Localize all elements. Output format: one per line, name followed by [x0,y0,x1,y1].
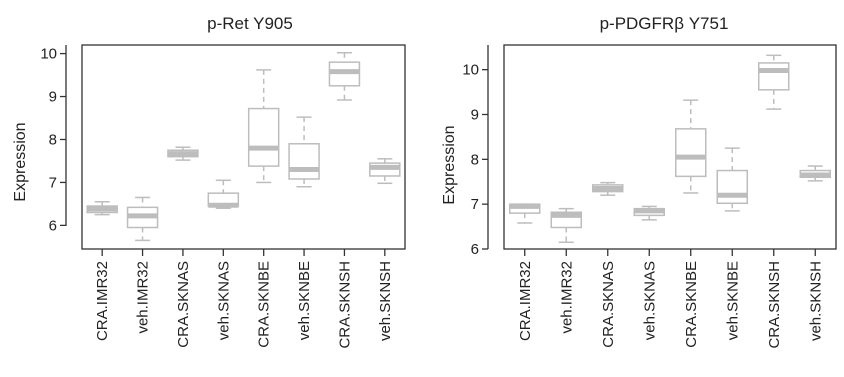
box-veh.SKNAS [633,205,665,221]
plot-frame [81,44,406,250]
iqr-box [716,169,748,205]
y-tick-label: 6 [471,241,479,258]
box-plot-p-pdgfrb: p-PDGFRβ Y751 Expression 6 7 8 9 10 CRA.IMR32… [441,14,837,349]
box-CRA.IMR32 [86,201,118,216]
y-tick-label: 6 [49,217,57,234]
y-tick-label: 9 [49,89,57,106]
box-CRA.SKNBE [247,69,280,184]
x-tick-label: CRA.SKNAS [175,261,192,348]
chart-title: p-PDGFRβ Y751 [600,14,729,33]
iqr-box [675,128,707,178]
x-tick-label: CRA.SKNSH [766,261,783,349]
y-tick-label: 10 [462,62,479,79]
x-tick-label: veh.SKNSH [377,261,394,341]
box-veh.SKNBE [716,147,748,212]
box-CRA.SKNAS [167,146,199,161]
x-tick-label: veh.SKNBE [296,261,313,340]
x-tick-label: veh.SKNAS [641,261,658,340]
box-CRA.SKNSH [758,54,790,110]
x-tick-label: veh.SKNBE [724,261,741,340]
plot-frame [503,44,837,250]
x-tick-label: veh.IMR32 [135,261,152,334]
x-tick-label: CRA.SKNAS [600,261,617,348]
x-tick-label: veh.SKNSH [807,261,824,341]
y-tick-label: 9 [471,106,479,123]
box-veh.SKNBE [288,116,320,188]
x-tick-label: CRA.IMR32 [517,261,534,341]
box-CRA.IMR32 [509,203,541,224]
box-plot-p-ret: p-Ret Y905 Expression 6 7 8 9 10 CRA.IMR32 veh… [12,14,406,349]
box-CRA.SKNSH [328,51,361,101]
x-tick-label: veh.SKNAS [215,261,232,340]
y-tick-label: 7 [49,174,57,191]
y-tick-label: 10 [40,46,57,63]
x-tick-label: CRA.SKNSH [336,261,353,349]
x-tick-label: CRA.SKNBE [683,261,700,348]
y-axis-label: Expression [12,122,29,201]
y-tick-label: 8 [49,131,57,148]
box-veh.IMR32 [126,196,159,242]
box-veh.IMR32 [550,207,582,244]
y-tick-label: 8 [471,151,479,168]
box-CRA.SKNBE [675,99,707,194]
box-veh.SKNSH [799,165,831,182]
iqr-box [758,62,790,91]
chart-title: p-Ret Y905 [207,14,293,33]
iqr-box [247,107,280,167]
y-tick-label: 7 [471,196,479,213]
x-tick-label: CRA.IMR32 [94,261,111,341]
y-axis-label: Expression [441,125,458,204]
box-veh.SKNAS [207,179,240,209]
box-CRA.SKNAS [592,181,624,196]
x-tick-label: veh.IMR32 [558,261,575,334]
x-tick-label: CRA.SKNBE [256,261,273,348]
iqr-box [288,143,320,180]
box-veh.SKNSH [369,158,401,185]
